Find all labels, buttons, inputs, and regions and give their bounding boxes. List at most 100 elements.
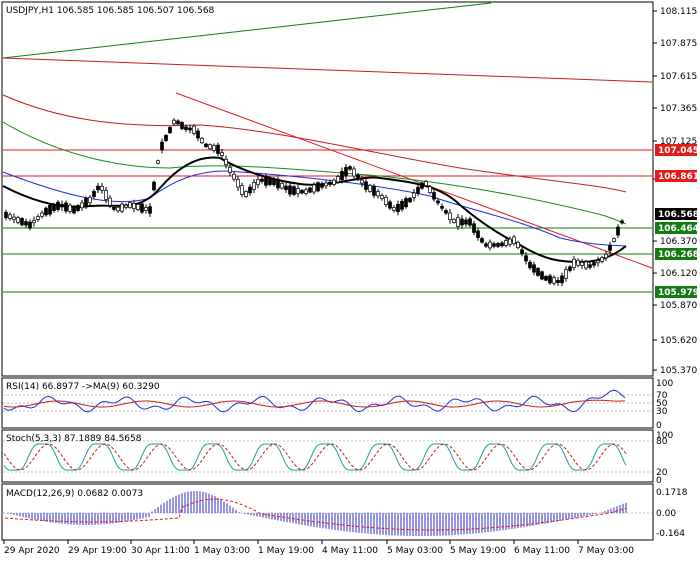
candle-body <box>248 186 252 194</box>
candle-body <box>584 261 588 269</box>
candle-body <box>316 182 320 192</box>
candle-body <box>148 206 152 214</box>
candle-body <box>564 269 568 279</box>
candle-body <box>20 218 24 226</box>
candle-body <box>260 178 264 182</box>
candle-body <box>484 243 488 247</box>
long-resistance-line[interactable] <box>2 57 653 83</box>
rsi-title: RSI(14) 66.8977 ->MA(9) 60.3290 <box>6 382 160 392</box>
candle-body <box>212 145 216 151</box>
candle-body <box>560 275 564 284</box>
candle-body <box>80 202 84 209</box>
candle-body <box>88 196 92 204</box>
upper-trend-line[interactable] <box>2 2 492 59</box>
stoch-tick-label: 100 <box>656 431 673 441</box>
candle-body <box>460 218 464 226</box>
macd-histogram <box>7 491 627 536</box>
candle-body <box>256 179 260 185</box>
candle-body <box>204 143 208 147</box>
rsi-tick-label: 0 <box>656 421 662 431</box>
candle-body <box>352 168 356 177</box>
time-tick-label: 7 May 03:00 <box>578 546 634 556</box>
candle-body <box>448 212 452 221</box>
candle-body <box>556 280 560 283</box>
candle-body <box>264 175 268 186</box>
price-tick-label: 106.370 <box>660 237 697 247</box>
candle-body <box>96 185 100 191</box>
price-level-label: 105.979 <box>658 288 699 298</box>
down-trend-line[interactable] <box>175 92 653 269</box>
candle-body <box>436 200 440 204</box>
price-level-label: 107.045 <box>658 146 699 156</box>
rsi-ma-line <box>3 399 626 408</box>
candle-body <box>300 189 304 194</box>
candle-body <box>76 205 80 211</box>
time-tick-label: 6 May 11:00 <box>514 546 570 556</box>
ma-blue-curve <box>2 170 627 247</box>
macd-tick-label: 0.1718 <box>656 488 688 498</box>
candle-body <box>452 218 456 223</box>
candle-body <box>524 255 528 262</box>
candle-body <box>284 185 288 191</box>
candle-body <box>236 179 240 188</box>
candle-body <box>440 205 444 209</box>
candle-body <box>232 173 236 180</box>
candle-body <box>280 183 284 189</box>
stoch-tick-label: 20 <box>656 468 668 478</box>
candle-body <box>4 211 8 219</box>
candle-body <box>276 178 280 189</box>
stoch-signal-line <box>3 443 627 471</box>
candle-body <box>432 192 436 200</box>
macd-scale: 0.1718 0.00 -0.164 <box>656 488 688 539</box>
candle-body <box>368 184 372 192</box>
time-tick-label: 29 Apr 19:00 <box>68 546 127 556</box>
candle-body <box>16 217 20 223</box>
candle-body <box>84 197 88 208</box>
macd-pane <box>1 483 654 541</box>
candle-body <box>536 268 540 276</box>
candle-body <box>616 226 620 236</box>
time-tick-label: 30 Apr 11:00 <box>131 546 190 556</box>
price-scale: 108.115107.875107.615107.365107.125106.6… <box>653 7 697 376</box>
candle-body <box>200 137 204 144</box>
candle-body <box>480 238 484 243</box>
candle-body <box>216 144 220 154</box>
candle-body <box>468 218 472 226</box>
candle-body <box>516 242 520 248</box>
candle-body <box>180 122 184 130</box>
candle-body <box>120 203 124 212</box>
stoch-pane <box>1 429 654 483</box>
candle-body <box>588 264 592 268</box>
candle-body <box>68 204 72 212</box>
price-level-label: 106.568 <box>658 210 699 220</box>
macd-signal-line <box>4 498 627 531</box>
candle-body <box>420 182 424 189</box>
ma-red-curve <box>2 94 627 193</box>
candle-body <box>388 201 392 209</box>
candle-body <box>168 126 172 134</box>
candle-body <box>356 174 360 180</box>
candle-body <box>408 197 412 203</box>
candle-body <box>272 178 276 186</box>
macd-title: MACD(12,26,9) 0.0682 0.0073 <box>6 489 143 499</box>
candle-body <box>320 183 324 188</box>
price-tick-label: 107.875 <box>660 39 697 49</box>
candle-body <box>156 160 160 164</box>
time-tick-label: 29 Apr 2020 <box>4 546 60 556</box>
stoch-tick-label: 0 <box>656 476 662 486</box>
time-tick-label: 1 May 19:00 <box>258 546 314 556</box>
candle-body <box>340 171 344 180</box>
time-tick-label: 1 May 03:00 <box>194 546 250 556</box>
candle-body <box>152 181 156 191</box>
candle-body <box>372 186 376 196</box>
candle-body <box>604 253 608 259</box>
candle-body <box>308 187 312 193</box>
candle-body <box>268 177 272 186</box>
candle-body <box>532 264 536 273</box>
candle-body <box>312 184 316 193</box>
candle-body <box>176 120 180 125</box>
candle-body <box>140 203 144 213</box>
